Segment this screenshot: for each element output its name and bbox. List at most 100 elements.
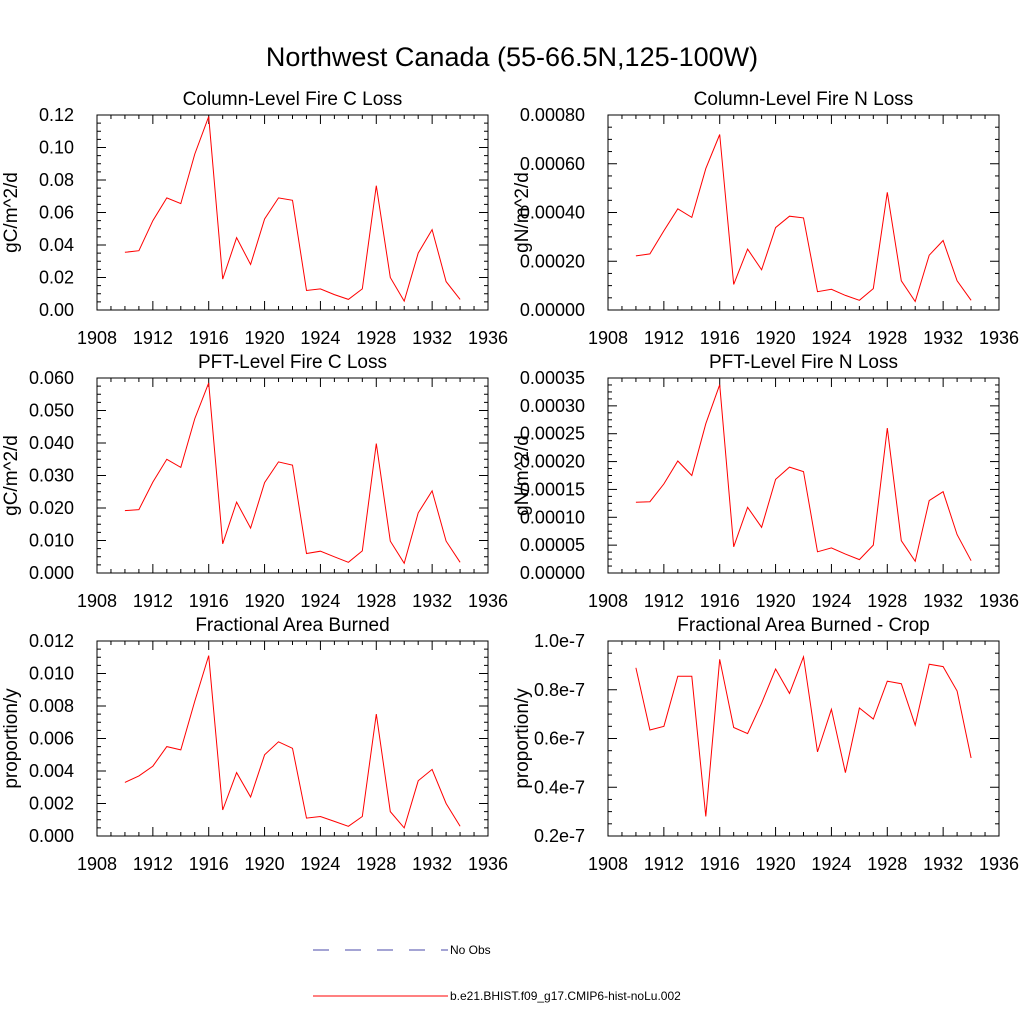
chart-panel: Fractional Area Burned - Crop proportion/…	[512, 615, 1019, 874]
x-tick-label: 1928	[356, 328, 396, 348]
y-tick-label: 0.00020	[520, 452, 585, 472]
y-tick-label: 0.00060	[520, 154, 585, 174]
y-tick-label: 0.030	[29, 466, 74, 486]
y-tick-label: 0.08	[39, 170, 74, 190]
y-tick-label: 0.00040	[520, 203, 585, 223]
chart-panel: PFT-Level Fire C Loss gC/m^2/d 1908 1912 191…	[1, 352, 508, 611]
x-tick-label: 1920	[245, 854, 285, 874]
x-tick-label: 1924	[300, 854, 340, 874]
x-tick-label: 1912	[644, 854, 684, 874]
panel-title: PFT-Level Fire C Loss	[198, 352, 387, 373]
y-tick-label: 0.00000	[520, 563, 585, 583]
y-tick-label: 1.0e-7	[534, 631, 585, 651]
x-tick-label: 1916	[700, 328, 740, 348]
x-tick-label: 1912	[133, 328, 173, 348]
y-axis-label: gN/m^2/d	[512, 435, 533, 516]
x-tick-label: 1912	[644, 328, 684, 348]
y-axis-label: proportion/y	[1, 688, 22, 789]
y-tick-label: 0.04	[39, 235, 74, 255]
y-tick-label: 0.00005	[520, 535, 585, 555]
panel-title: Column-Level Fire C Loss	[183, 89, 403, 110]
x-tick-label: 1932	[412, 854, 452, 874]
y-tick-label: 0.050	[29, 401, 74, 421]
y-tick-label: 0.004	[29, 761, 74, 781]
x-tick-label: 1908	[77, 328, 117, 348]
y-tick-label: 0.00035	[520, 368, 585, 388]
series-line	[124, 655, 461, 829]
y-tick-label: 0.012	[29, 631, 74, 651]
x-tick-label: 1936	[979, 328, 1019, 348]
x-tick-label: 1928	[356, 854, 396, 874]
y-tick-label: 0.06	[39, 203, 74, 223]
plot-frame	[607, 377, 1000, 574]
x-tick-label: 1912	[133, 591, 173, 611]
chart-panel: Fractional Area Burned proportion/y 1908 19…	[1, 615, 508, 874]
y-tick-label: 0.12	[39, 105, 74, 125]
legend: No Obs b.e21.BHIST.f09_g17.CMIP6-hist-no…	[313, 943, 681, 1003]
x-tick-label: 1936	[468, 591, 508, 611]
x-tick-label: 1928	[867, 854, 907, 874]
x-tick-label: 1912	[133, 854, 173, 874]
x-tick-label: 1916	[700, 591, 740, 611]
y-tick-label: 0.00	[39, 300, 74, 320]
plot-frame	[96, 114, 489, 311]
y-tick-label: 0.02	[39, 268, 74, 288]
x-tick-label: 1920	[756, 854, 796, 874]
x-tick-label: 1912	[644, 591, 684, 611]
legend-label-no-obs: No Obs	[450, 943, 491, 957]
y-tick-label: 0.000	[29, 826, 74, 846]
panel-title: Column-Level Fire N Loss	[694, 89, 914, 110]
plot-frame	[96, 377, 489, 574]
x-tick-label: 1908	[588, 591, 628, 611]
x-tick-label: 1928	[867, 328, 907, 348]
figure-title: Northwest Canada (55-66.5N,125-100W)	[266, 42, 758, 72]
y-tick-label: 0.008	[29, 696, 74, 716]
series-line	[635, 134, 972, 303]
x-tick-label: 1920	[756, 591, 796, 611]
x-tick-label: 1936	[979, 591, 1019, 611]
x-tick-label: 1908	[77, 591, 117, 611]
x-tick-label: 1916	[189, 854, 229, 874]
y-tick-label: 0.2e-7	[534, 826, 585, 846]
y-tick-label: 0.040	[29, 433, 74, 453]
y-tick-label: 0.00000	[520, 300, 585, 320]
x-tick-label: 1936	[979, 854, 1019, 874]
y-tick-label: 0.000	[29, 563, 74, 583]
y-tick-label: 0.00025	[520, 424, 585, 444]
y-tick-label: 0.010	[29, 531, 74, 551]
y-axis-label: proportion/y	[512, 688, 533, 789]
chart-panel: Column-Level Fire C Loss gC/m^2/d 1908 1912…	[1, 89, 508, 348]
x-tick-label: 1928	[867, 591, 907, 611]
plot-frame	[96, 640, 489, 837]
y-tick-label: 0.060	[29, 368, 74, 388]
series-line	[124, 116, 461, 303]
plot-frame	[607, 114, 1000, 311]
legend-label-model: b.e21.BHIST.f09_g17.CMIP6-hist-noLu.002	[450, 989, 681, 1003]
series-line	[124, 382, 461, 565]
y-tick-label: 0.00080	[520, 105, 585, 125]
chart-panel: PFT-Level Fire N Loss gN/m^2/d 1908 1912 191…	[512, 352, 1019, 611]
y-tick-label: 0.00010	[520, 507, 585, 527]
y-tick-label: 0.002	[29, 794, 74, 814]
x-tick-label: 1908	[77, 854, 117, 874]
y-axis-label: gN/m^2/d	[512, 172, 533, 253]
chart-panel: Column-Level Fire N Loss gN/m^2/d 1908 1912…	[512, 89, 1019, 348]
x-tick-label: 1932	[923, 854, 963, 874]
panel-title: PFT-Level Fire N Loss	[709, 352, 898, 373]
x-tick-label: 1920	[245, 328, 285, 348]
x-tick-label: 1916	[189, 328, 229, 348]
x-tick-label: 1916	[700, 854, 740, 874]
y-tick-label: 0.006	[29, 729, 74, 749]
x-tick-label: 1936	[468, 854, 508, 874]
x-tick-label: 1924	[300, 328, 340, 348]
y-tick-label: 0.4e-7	[534, 777, 585, 797]
y-tick-label: 0.00030	[520, 396, 585, 416]
x-tick-label: 1908	[588, 328, 628, 348]
x-tick-label: 1932	[412, 591, 452, 611]
y-axis-label: gC/m^2/d	[1, 172, 22, 253]
x-tick-label: 1920	[756, 328, 796, 348]
plot-frame	[607, 640, 1000, 837]
series-line	[635, 654, 972, 817]
y-tick-label: 0.020	[29, 498, 74, 518]
